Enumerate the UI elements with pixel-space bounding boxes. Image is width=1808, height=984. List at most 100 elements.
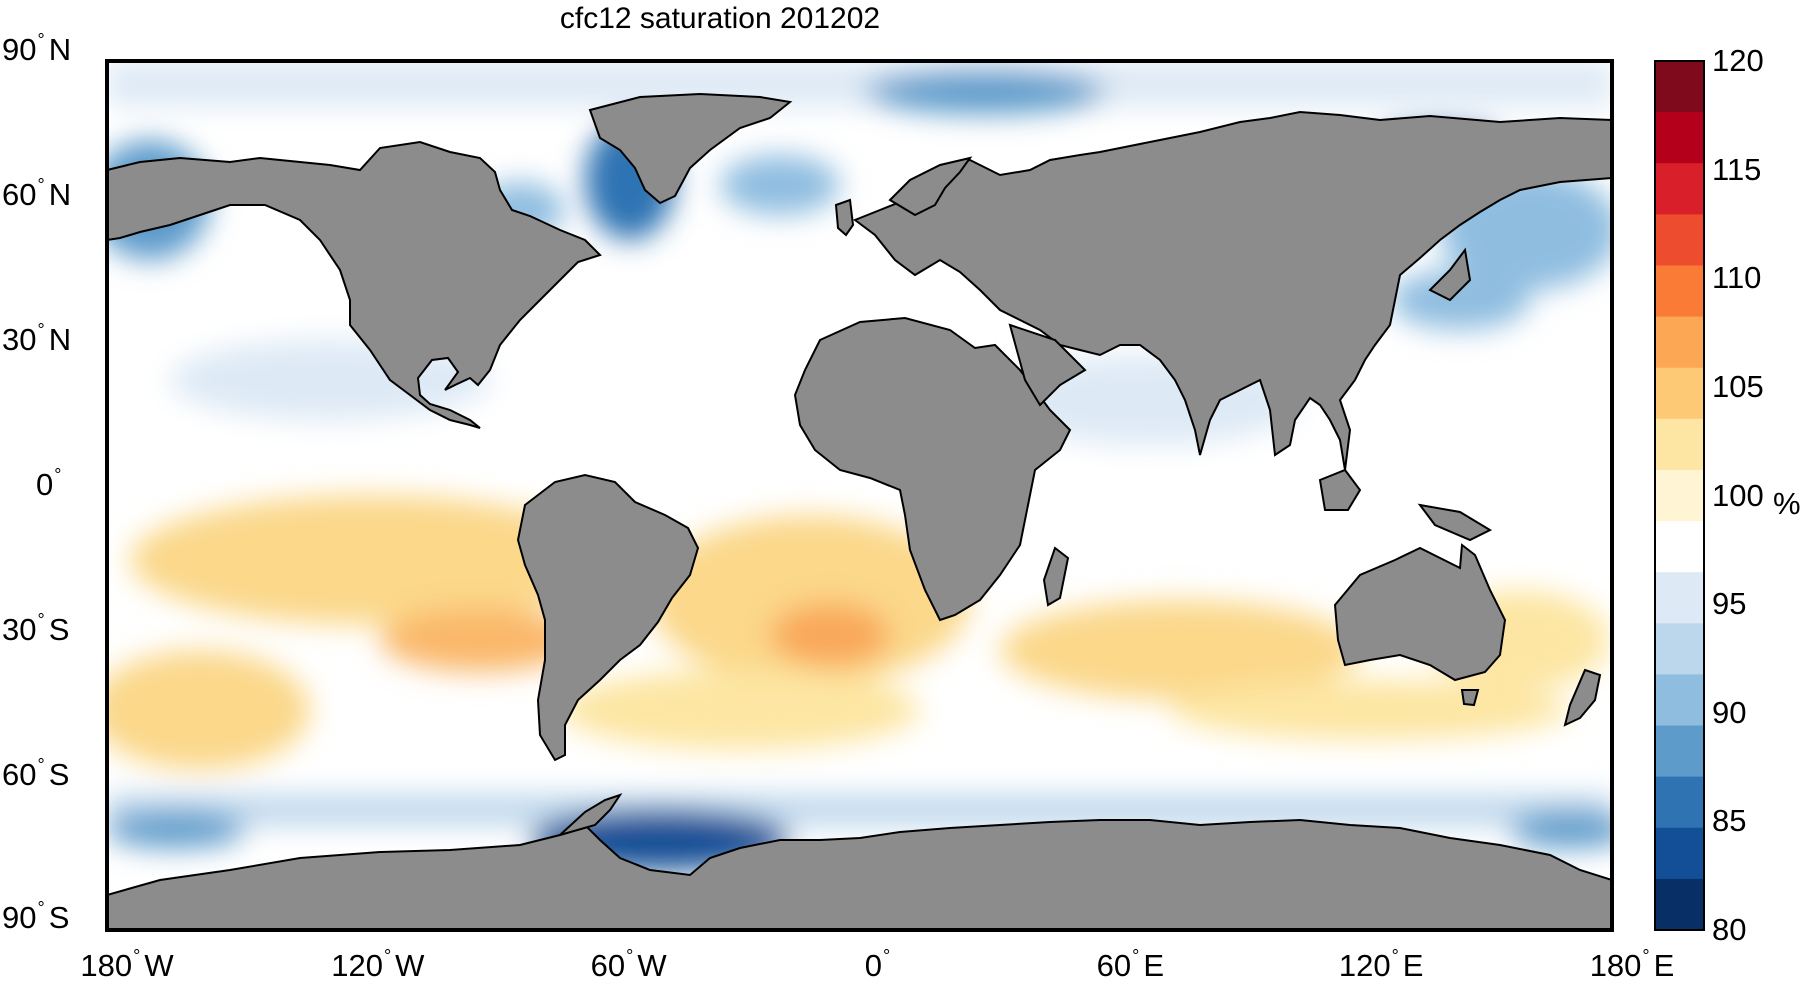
borneo bbox=[1318, 468, 1362, 511]
colorbar-segment bbox=[1655, 214, 1704, 267]
colorbar-frame bbox=[1654, 60, 1705, 931]
latitude-tick-hemisphere: N bbox=[48, 32, 72, 67]
new-guinea bbox=[1417, 503, 1493, 542]
latitude-tick: 30° S bbox=[2, 610, 70, 648]
new-zealand bbox=[1563, 668, 1602, 727]
colorbar-segment bbox=[1655, 469, 1704, 522]
colorbar-segment bbox=[1655, 827, 1704, 880]
longitude-tick: 180° W bbox=[80, 946, 174, 984]
continents bbox=[107, 92, 1612, 930]
latitude-tick-value: 30 bbox=[2, 612, 37, 647]
longitude-tick-hemisphere: W bbox=[637, 948, 667, 983]
degree-symbol: ° bbox=[883, 946, 891, 966]
degree-symbol: ° bbox=[37, 610, 45, 630]
latitude-tick-value: 60 bbox=[2, 757, 37, 792]
longitude-tick-value: 120 bbox=[1338, 948, 1391, 983]
latitude-tick-hemisphere: N bbox=[48, 177, 72, 212]
longitude-tick-value: 60 bbox=[1096, 948, 1132, 983]
colorbar-segment bbox=[1655, 316, 1704, 369]
longitude-tick: 0° bbox=[864, 946, 894, 984]
longitude-tick: 120° W bbox=[331, 946, 425, 984]
latitude-tick-value: 90 bbox=[2, 900, 37, 935]
great-britain bbox=[834, 198, 855, 237]
longitude-tick: 120° E bbox=[1338, 946, 1424, 984]
longitude-tick-hemisphere: W bbox=[144, 948, 174, 983]
colorbar-tick-label: 120 bbox=[1712, 43, 1764, 78]
colorbar-segment bbox=[1655, 623, 1704, 676]
south-america bbox=[516, 473, 700, 762]
latitude-tick-hemisphere: S bbox=[48, 612, 70, 647]
colorbar-unit: % bbox=[1773, 486, 1801, 521]
longitude-tick-hemisphere: E bbox=[1402, 948, 1424, 983]
degree-symbol: ° bbox=[37, 898, 45, 918]
latitude-tick-value: 30 bbox=[2, 322, 37, 357]
tasmania bbox=[1460, 689, 1480, 707]
degree-symbol: ° bbox=[54, 465, 62, 485]
latitude-tick: 30° N bbox=[2, 320, 72, 358]
colorbar-segment bbox=[1655, 112, 1704, 164]
longitude-tick: 60° E bbox=[1096, 946, 1165, 984]
degree-symbol: ° bbox=[37, 30, 45, 50]
latitude-tick-hemisphere: S bbox=[48, 757, 70, 792]
longitude-tick-value: 0 bbox=[864, 948, 883, 983]
map-frame bbox=[105, 59, 1614, 932]
longitude-tick-hemisphere: W bbox=[395, 948, 425, 983]
longitude-tick: 180° E bbox=[1589, 946, 1675, 984]
colorbar-segment bbox=[1655, 367, 1704, 420]
degree-symbol: ° bbox=[1132, 946, 1140, 966]
latitude-tick: 0° bbox=[36, 465, 65, 503]
longitude-tick-value: 120 bbox=[331, 948, 383, 983]
colorbar-tick-label: 105 bbox=[1712, 368, 1764, 404]
degree-symbol: ° bbox=[37, 755, 45, 775]
scandinavia bbox=[888, 156, 973, 217]
degree-symbol: ° bbox=[37, 175, 45, 195]
longitude-tick: 60° W bbox=[590, 946, 667, 984]
colorbar-tick-label: 90 bbox=[1712, 694, 1747, 730]
eurasia bbox=[852, 110, 1612, 471]
degree-symbol: ° bbox=[133, 946, 141, 966]
colorbar-segment bbox=[1655, 418, 1704, 471]
colorbar-segment bbox=[1655, 776, 1704, 829]
antarctic-peninsula bbox=[559, 793, 623, 836]
colorbar-segment bbox=[1655, 265, 1704, 318]
australia bbox=[1333, 543, 1507, 682]
latitude-tick: 60° N bbox=[2, 175, 72, 213]
colorbar-segment bbox=[1655, 61, 1704, 113]
degree-symbol: ° bbox=[1391, 946, 1399, 966]
colorbar-segment bbox=[1655, 163, 1704, 215]
degree-symbol: ° bbox=[37, 320, 45, 340]
antarctica bbox=[107, 818, 1612, 930]
degree-symbol: ° bbox=[1642, 946, 1650, 966]
longitude-tick-value: 60 bbox=[590, 948, 626, 983]
colorbar-segment bbox=[1655, 674, 1704, 727]
latitude-tick-hemisphere: N bbox=[48, 322, 72, 357]
greenland bbox=[588, 92, 793, 205]
japan bbox=[1428, 247, 1472, 302]
colorbar-tick-label: 110 bbox=[1712, 260, 1762, 296]
colorbar-segment bbox=[1655, 878, 1704, 931]
colorbar-segment bbox=[1655, 572, 1704, 624]
north-america bbox=[107, 140, 602, 429]
latitude-tick-hemisphere: S bbox=[48, 900, 70, 935]
latitude-tick-value: 0 bbox=[36, 467, 54, 502]
arabia bbox=[1008, 323, 1087, 407]
longitude-tick-hemisphere: E bbox=[1143, 948, 1165, 983]
colorbar-segment bbox=[1655, 521, 1704, 573]
latitude-tick-value: 60 bbox=[2, 177, 37, 212]
madagascar bbox=[1042, 546, 1070, 607]
latitude-tick: 60° S bbox=[2, 755, 70, 793]
degree-symbol: ° bbox=[383, 946, 392, 966]
colorbar-segment bbox=[1655, 725, 1704, 778]
colorbar-tick-label: 100 bbox=[1712, 477, 1764, 513]
longitude-tick-value: 180 bbox=[80, 948, 133, 983]
latitude-tick: 90° S bbox=[2, 898, 70, 936]
map-title: cfc12 saturation 201202 bbox=[559, 2, 881, 35]
longitude-tick-value: 180 bbox=[1589, 948, 1642, 983]
longitude-tick-hemisphere: E bbox=[1653, 948, 1675, 983]
latitude-tick: 90° N bbox=[2, 30, 72, 68]
degree-symbol: ° bbox=[626, 946, 634, 966]
colorbar bbox=[1655, 61, 1704, 931]
colorbar-tick-label: 115 bbox=[1712, 151, 1762, 187]
colorbar-tick-label: 80 bbox=[1712, 912, 1747, 947]
